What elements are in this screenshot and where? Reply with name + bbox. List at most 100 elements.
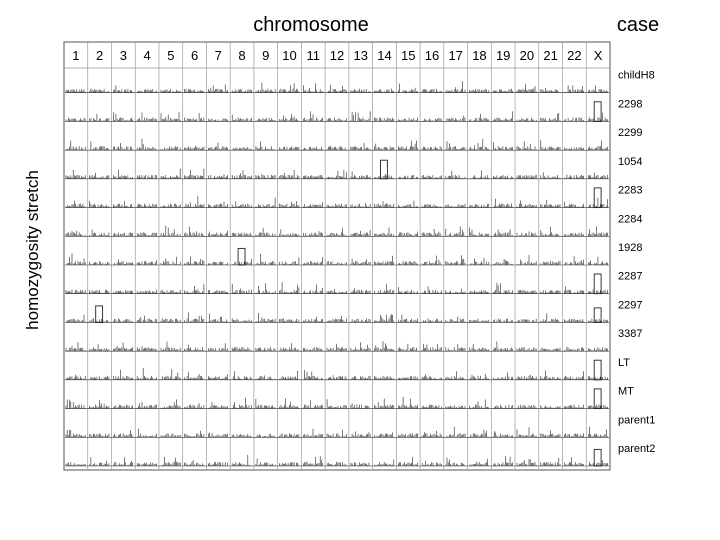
stretch-bars — [303, 370, 323, 380]
chromosome-label: 16 — [425, 48, 439, 63]
stretch-bars — [469, 373, 490, 380]
stretch-bars — [136, 174, 157, 179]
stretch-bars — [231, 89, 252, 93]
stretch-bars — [303, 257, 323, 265]
stretch-bars — [208, 402, 228, 409]
stretch-bars — [588, 376, 608, 380]
stretch-bars — [255, 458, 276, 466]
stretch-bars — [326, 203, 347, 208]
stretch-bars — [208, 343, 228, 352]
stretch-bars — [208, 290, 228, 294]
stretch-bars — [255, 375, 276, 380]
stretch-bars — [493, 142, 513, 151]
stretch-bars — [540, 290, 561, 294]
stretch-bars — [231, 371, 252, 380]
long-stretch-bar — [237, 247, 246, 266]
chromosome-label: 3 — [120, 48, 127, 63]
stretch-bars — [113, 200, 133, 208]
stretch-bars — [374, 459, 395, 466]
stretch-bars — [326, 227, 347, 237]
stretch-bars — [279, 229, 300, 237]
stretch-bars — [350, 375, 371, 380]
stretch-bars — [231, 232, 252, 237]
case-label: 2283 — [618, 185, 642, 197]
stretch-bars — [160, 146, 181, 151]
stretch-bars — [279, 146, 300, 151]
stretch-bars — [374, 227, 395, 237]
stretch-bars — [208, 174, 228, 179]
stretch-bars — [326, 399, 347, 409]
stretch-bars — [421, 343, 442, 352]
stretch-bars — [65, 314, 86, 323]
y-axis-label: homozygosity stretch — [23, 170, 42, 330]
stretch-bars — [493, 198, 513, 208]
stretch-bars — [89, 400, 110, 409]
stretch-bars — [564, 232, 584, 237]
stretch-bars — [65, 253, 86, 265]
stretch-bars — [421, 228, 442, 237]
stretch-bars — [493, 111, 513, 122]
stretch-bars — [540, 140, 561, 151]
stretch-bars — [208, 142, 228, 151]
stretch-bars — [564, 174, 584, 179]
long-stretch-bar — [593, 307, 602, 323]
stretch-bars — [398, 343, 418, 352]
stretch-bars — [326, 170, 347, 179]
case-label: 1054 — [618, 156, 642, 168]
stretch-bars — [564, 146, 584, 151]
chromosome-label: 19 — [496, 48, 510, 63]
chromosome-label: 6 — [191, 48, 198, 63]
chromosome-label: 22 — [567, 48, 581, 63]
stretch-bars — [231, 259, 252, 265]
stretch-bars — [231, 347, 252, 352]
stretch-bars — [374, 398, 395, 409]
stretch-bars — [469, 203, 490, 208]
stretch-bars — [540, 261, 561, 265]
stretch-bars — [160, 369, 181, 380]
long-stretch-bar — [380, 159, 388, 180]
case-label: 1928 — [618, 242, 642, 254]
long-stretch-bar — [593, 388, 602, 410]
stretch-bars — [113, 259, 133, 265]
stretch-bars — [374, 173, 395, 179]
stretch-bars — [326, 145, 347, 151]
chromosome-label: 8 — [238, 48, 245, 63]
stretch-bars — [279, 462, 300, 466]
stretch-bars — [279, 370, 300, 380]
stretch-bars — [421, 430, 442, 438]
stretch-bars — [231, 397, 252, 409]
stretch-bars — [89, 457, 110, 466]
stretch-bars — [445, 203, 466, 208]
stretch-bars — [588, 197, 608, 208]
stretch-bars — [208, 201, 228, 208]
stretch-bars — [160, 111, 181, 122]
chromosome-label: 10 — [282, 48, 296, 63]
chromosome-label: X — [594, 48, 603, 63]
stretch-bars — [279, 257, 300, 265]
stretch-bars — [326, 375, 347, 380]
stretch-bars — [564, 117, 584, 122]
stretch-bars — [374, 432, 395, 438]
chromosome-label: 20 — [520, 48, 534, 63]
stretch-bars — [160, 225, 181, 237]
stretch-bars — [540, 172, 561, 179]
stretch-bars — [255, 82, 276, 93]
stretch-bars — [350, 403, 371, 409]
stretch-bars — [136, 232, 157, 237]
stretch-bars — [303, 174, 323, 179]
stretch-bars — [326, 429, 347, 438]
stretch-bars — [303, 428, 323, 438]
stretch-bars — [540, 457, 561, 466]
stretch-bars — [231, 201, 252, 208]
stretch-bars — [255, 313, 276, 323]
stretch-bars — [65, 289, 86, 294]
stretch-bars — [160, 456, 181, 466]
stretch-bars — [303, 83, 323, 93]
stretch-bars — [516, 141, 537, 151]
stretch-bars — [564, 371, 584, 380]
stretch-bars — [516, 289, 537, 294]
stretch-bars — [255, 141, 276, 151]
chromosome-label: 9 — [262, 48, 269, 63]
stretch-bars — [398, 83, 418, 93]
stretch-bars — [65, 169, 86, 179]
